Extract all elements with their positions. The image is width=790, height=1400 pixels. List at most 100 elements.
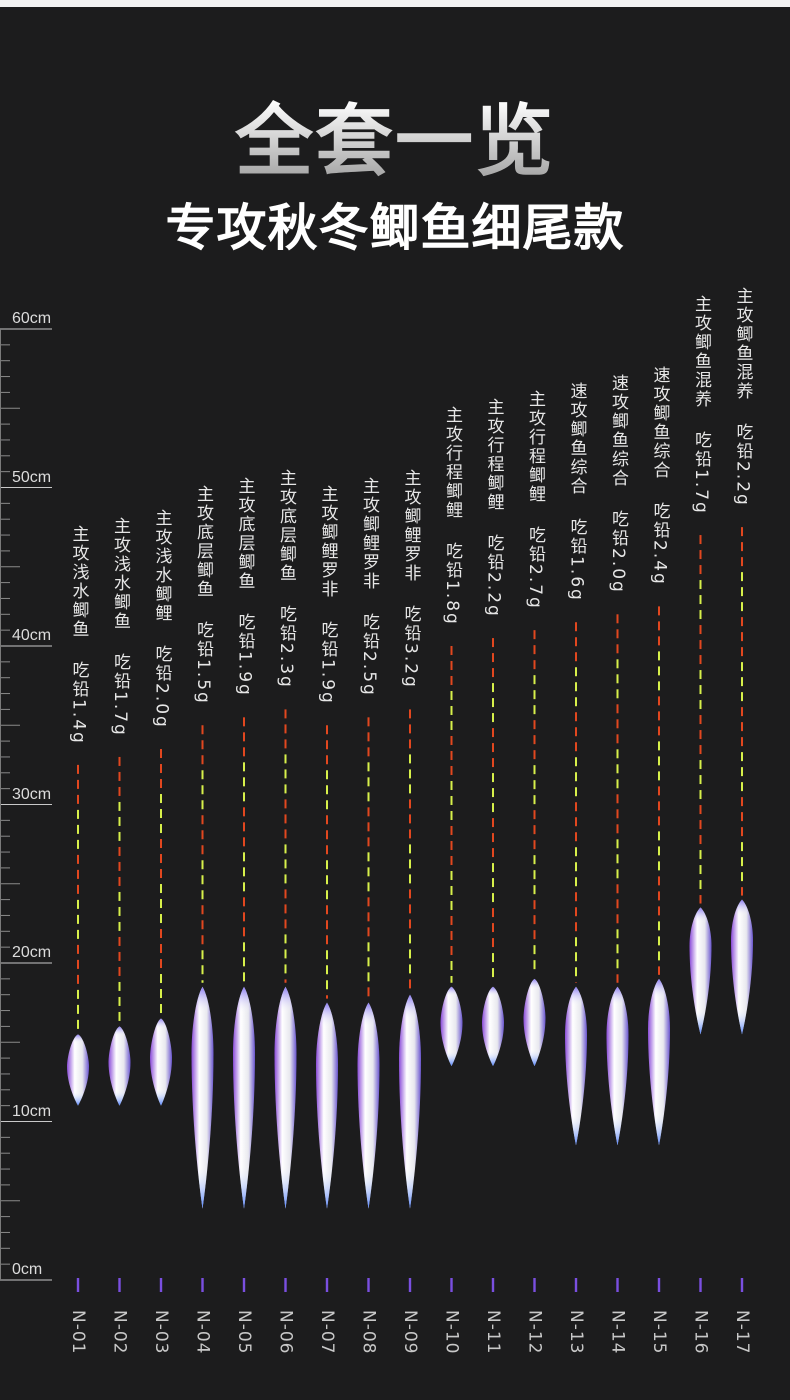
float-model: N-16 [690,1310,711,1355]
float-label: 主攻鲫鲤罗非吃铅3.2g [400,469,421,690]
float-n-06 [274,709,297,1292]
float-lead: 吃铅2.7g [525,526,545,610]
float-model: N-08 [358,1310,379,1355]
float-n-11 [482,638,504,1292]
float-n-09 [399,709,421,1292]
float-model: N-10 [441,1310,462,1355]
float-stem-end [699,1278,702,1292]
float-label: 主攻鲫鲤罗非吃铅1.9g [317,485,338,706]
float-label: 主攻浅水鲫鱼吃铅1.4g [68,525,89,745]
float-stem-end [118,1278,121,1292]
float-model: N-12 [524,1310,545,1355]
float-body-shade [731,899,753,1035]
float-n-12 [523,630,546,1292]
ruler-scale [0,328,52,1281]
float-label: 主攻鲫鱼混养吃铅1.7g [691,295,711,515]
float-n-17 [731,527,753,1292]
float-stem-end [242,1278,246,1292]
float-lead: 吃铅1.8g [442,542,462,626]
float-label: 主攻底层鲫鱼吃铅1.5g [193,485,213,706]
float-lead: 吃铅1.4g [68,660,89,745]
ruler-label: 40cm [12,627,52,644]
float-use: 主攻浅水鲫鲤 [151,509,172,624]
float-body-shade [399,994,421,1209]
float-model: N-05 [234,1310,254,1355]
float-stem-end [284,1278,287,1292]
float-body-shade [233,986,255,1209]
float-body-shade [67,1034,89,1106]
ruler-label: 10cm [12,1102,52,1120]
top-bar [0,0,790,7]
float-use: 主攻浅水鲫鱼 [110,516,130,631]
float-label: 速攻鲫鱼综合吃铅2.0g [608,374,628,595]
float-stem-end [740,1278,744,1292]
float-stem-end [616,1278,619,1292]
float-model: N-01 [68,1310,88,1355]
float-lead: 吃铅1.7g [110,652,130,737]
float-body-shade [482,986,504,1067]
float-stem-end [533,1278,536,1292]
float-body-shade [440,986,463,1067]
float-n-15 [648,606,670,1292]
float-lead: 吃铅1.7g [691,431,711,515]
float-label: 主攻底层鲫鱼吃铅2.3g [276,469,296,690]
float-n-14 [606,614,629,1292]
float-model: N-15 [649,1310,669,1355]
ruler-label: 30cm [12,785,52,803]
float-n-03 [150,749,172,1292]
float-label: 主攻鲫鱼混养吃铅2.2g [733,287,753,507]
ruler-label: 60cm [12,310,52,327]
floats-group [67,527,753,1292]
float-lead: 吃铅3.2g [400,605,421,690]
float-stem-end [491,1278,495,1292]
float-body-shade [523,978,546,1067]
float-body-shade [689,907,712,1035]
float-stem-end [201,1278,204,1292]
float-body-shade [316,1002,338,1209]
float-use: 主攻底层鲫鱼 [234,477,255,592]
float-body-shade [606,986,629,1146]
float-lead: 吃铅1.9g [234,613,255,698]
float-model: N-09 [400,1310,420,1355]
float-n-04 [191,725,214,1292]
float-use: 速攻鲫鱼综合 [649,366,670,481]
float-body-shade [357,1002,380,1209]
float-lead: 吃铅2.3g [276,605,296,690]
float-label: 主攻行程鲫鲤吃铅2.7g [525,390,545,610]
float-use: 主攻行程鲫鲤 [525,390,545,505]
float-model: N-17 [732,1310,752,1355]
float-lead: 吃铅1.9g [317,621,338,706]
float-body-shade [274,986,297,1209]
float-label: 主攻浅水鲫鲤吃铅2.0g [151,509,172,729]
float-use: 主攻底层鲫鱼 [276,469,296,584]
float-n-13 [565,622,587,1292]
float-use: 主攻行程鲫鲤 [442,406,462,520]
float-body-shade [150,1018,172,1106]
float-lead: 吃铅2.2g [483,534,504,618]
float-lead: 吃铅2.5g [359,613,379,698]
float-n-05 [233,717,255,1292]
float-n-01 [67,764,89,1292]
float-model: N-07 [317,1310,337,1355]
float-use: 主攻鲫鲤罗非 [359,477,379,592]
float-model: N-11 [483,1310,503,1355]
ruler-label: 0cm [12,1261,43,1278]
float-use: 主攻鲫鲤罗非 [400,469,421,584]
float-label: 主攻鲫鲤罗非吃铅2.5g [359,477,379,698]
page-subtitle: 专攻秋冬鲫鱼细尾款 [165,199,625,257]
float-model: N-06 [275,1310,296,1355]
float-stem-end [408,1278,412,1292]
float-n-08 [357,717,380,1292]
float-lead: 吃铅2.0g [608,510,628,595]
float-stem-end [574,1278,578,1292]
float-stem-end [76,1278,80,1292]
float-lead: 吃铅2.4g [649,502,670,587]
float-label: 主攻底层鲫鱼吃铅1.9g [234,477,255,698]
float-model: N-02 [109,1310,130,1355]
float-use: 主攻底层鲫鱼 [193,485,213,600]
float-body-shade [648,978,670,1146]
float-model: N-14 [607,1310,628,1355]
float-lead: 吃铅1.5g [193,621,213,706]
float-label: 主攻行程鲫鲤吃铅1.8g [442,406,462,626]
ruler-label: 50cm [12,468,52,486]
